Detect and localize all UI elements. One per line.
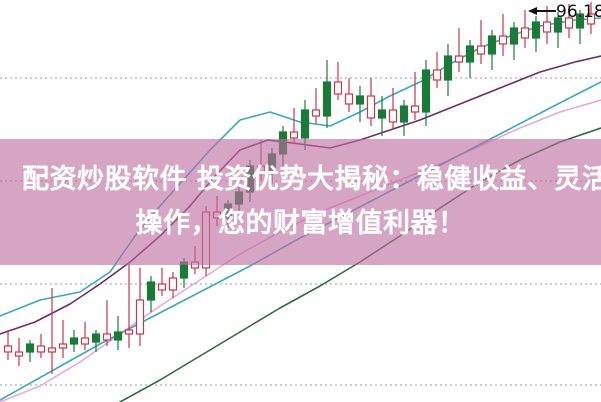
candle-30 [333,62,343,100]
candle-48 [531,16,541,52]
candle-43 [476,20,486,64]
candle-49 [542,6,552,44]
candle-1 [14,338,24,366]
promo-headline-line-2: 操作，您的财富增值利器！ [135,208,466,239]
candle-38 [421,60,431,126]
promo-overlay-band: 配资炒股软件 投资优势大揭秘：稳健收益、灵活 操作，您的财富增值利器！ [0,139,601,265]
candle-53 [586,2,596,34]
price-callout-label: 96.18 [556,2,601,22]
candle-13 [146,276,156,312]
candle-28 [311,88,321,124]
candle-33 [366,78,376,126]
candle-40 [443,44,453,96]
candle-2 [25,340,35,362]
candle-31 [344,78,354,112]
candle-29 [322,60,332,128]
candle-9 [102,300,112,346]
promo-headline-line-1: 配资炒股软件 投资优势大揭秘：稳健收益、灵活 [22,164,601,195]
candle-14 [157,268,167,296]
candle-50 [553,12,563,48]
candle-5 [58,320,68,358]
candle-11 [124,262,134,348]
candle-7 [80,322,90,350]
candle-45 [498,14,508,56]
candle-41 [454,28,464,72]
candle-0 [3,330,13,360]
candle-42 [465,40,475,78]
candle-34 [377,96,387,136]
candle-36 [399,100,409,136]
candle-32 [355,86,365,122]
candle-46 [509,22,519,60]
candlestick-series [3,2,596,374]
candle-44 [487,30,497,70]
candle-37 [410,72,420,120]
candle-15 [168,272,178,298]
candle-4 [47,288,57,374]
left-arrow-icon [528,7,556,15]
candle-10 [113,316,123,350]
candle-52 [575,10,585,44]
candle-47 [520,10,530,48]
candle-12 [135,268,145,346]
candle-51 [564,4,574,38]
candle-39 [432,52,442,88]
candle-26 [289,108,299,144]
candle-6 [69,330,79,352]
candle-8 [91,330,101,352]
candle-3 [36,334,46,358]
candle-35 [388,88,398,130]
